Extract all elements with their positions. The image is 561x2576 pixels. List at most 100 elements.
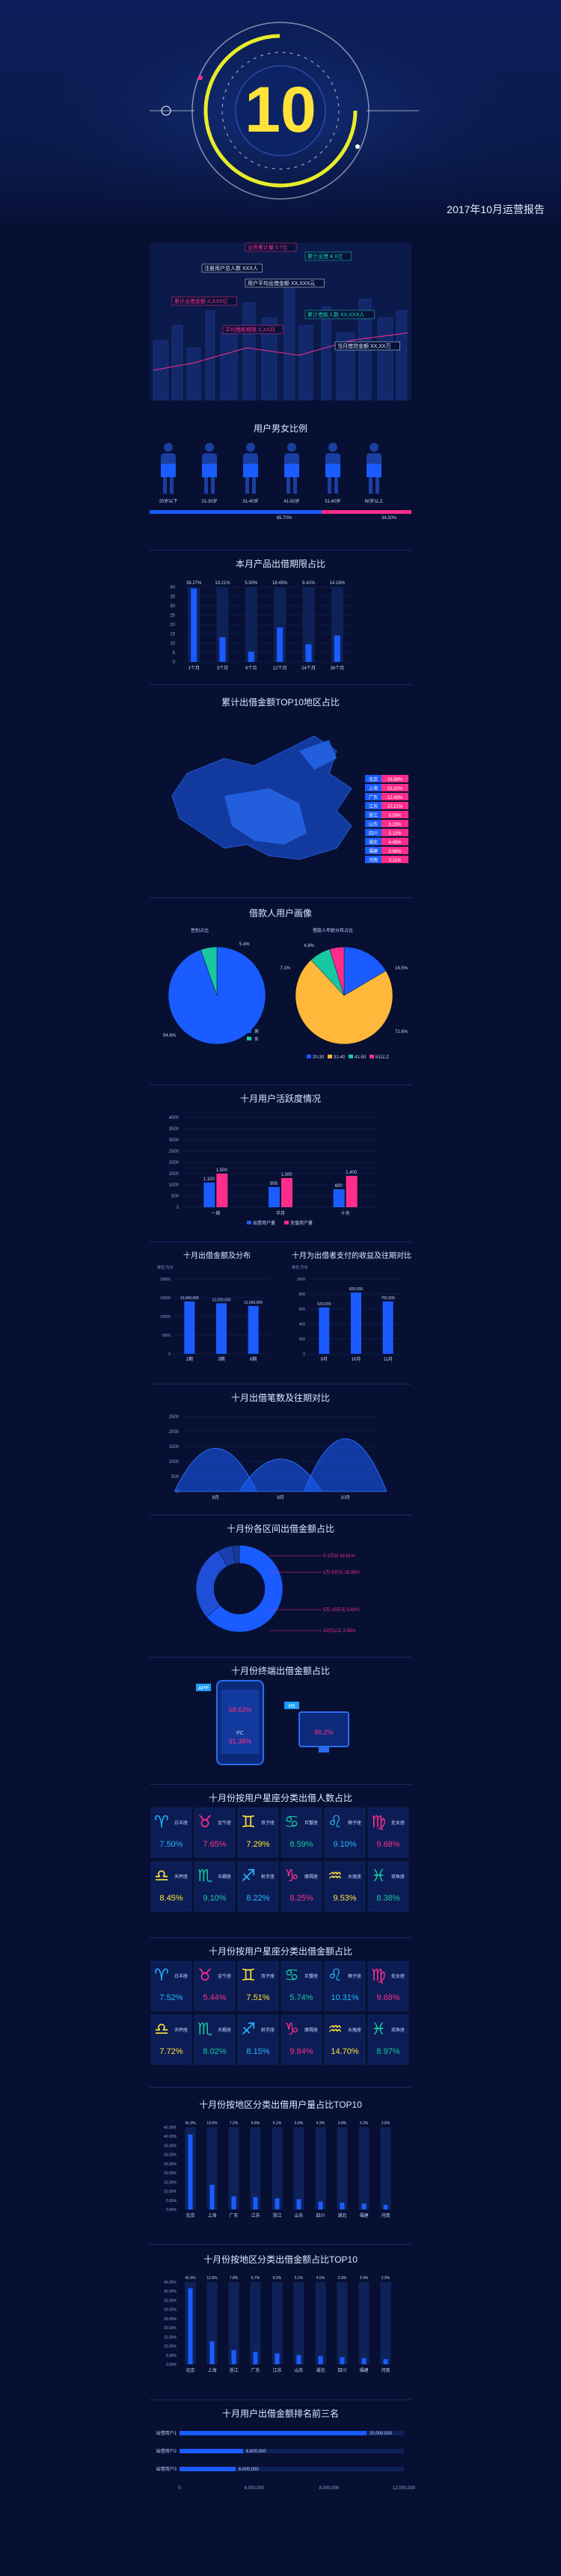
age-group-label: 31-40岁 xyxy=(242,498,258,504)
x-tick: 上海 xyxy=(207,2212,216,2218)
zodiac-pct: 9.10% xyxy=(333,1840,356,1849)
zodiac-amount-grid: ♈ 白羊座 7.52% ♉ 金牛座 5.44% ♊ 双子座 7.51% ♋ 巨蟹座 5.74% ♌ 狮子座… xyxy=(150,1960,409,2065)
y-tick: 0.00% xyxy=(166,2363,177,2367)
legend-swatch xyxy=(370,1055,374,1058)
bar-value: 900 xyxy=(270,1182,278,1186)
bar-value: 3.8% xyxy=(338,2121,347,2126)
region-name: 四川 xyxy=(369,831,378,836)
region-name: 上海 xyxy=(369,785,378,791)
bar xyxy=(305,644,312,662)
building xyxy=(298,325,313,401)
building xyxy=(321,306,331,401)
donut-label: 0-1万元 63.61% xyxy=(323,1554,355,1559)
zodiac-name: 天蝎座 xyxy=(218,1874,231,1880)
dual-bar-charts: 单位:万元0500010000150002000013,000,0001期12,… xyxy=(157,1265,404,1362)
bar-bg xyxy=(228,2127,239,2209)
zodiac-icon: ♒ xyxy=(328,1866,343,1885)
zodiac-card xyxy=(150,1861,192,1912)
bar xyxy=(361,2358,367,2364)
zodiac-pct: 7.65% xyxy=(203,1840,226,1849)
divider xyxy=(150,1937,411,1938)
building xyxy=(377,317,393,401)
zodiac-pct: 8.25% xyxy=(289,1894,313,1903)
bar xyxy=(180,2467,236,2471)
bar xyxy=(248,651,254,662)
region-name: 山东 xyxy=(369,821,378,827)
x-tick: 10月 xyxy=(340,1495,350,1500)
y-tick: 200 xyxy=(299,1337,306,1342)
bar xyxy=(188,2288,193,2364)
y-tick: 600 xyxy=(299,1307,306,1312)
bar xyxy=(203,1183,215,1207)
divider xyxy=(150,2087,411,2088)
zodiac-name: 射手座 xyxy=(261,2027,275,2033)
dual-bar-section: 十月出借金额及分布 十月为出借者支付的收益及往期对比 单位:万元 0 5000 100… xyxy=(0,1249,561,1373)
bar xyxy=(351,1292,361,1354)
x-tick: 12个月 xyxy=(273,666,287,671)
person-fill xyxy=(161,464,176,477)
zodiac-icon: ♋ xyxy=(284,1966,299,1984)
person-fill xyxy=(325,464,340,477)
person-fill xyxy=(202,464,217,477)
region-pct: 15.32% xyxy=(387,787,403,791)
y-tick: 5.00% xyxy=(166,2199,177,2204)
building xyxy=(283,287,295,401)
h5-tag xyxy=(284,1702,299,1709)
x-tick: 福建 xyxy=(359,2212,368,2218)
x-tick: 36个月 xyxy=(330,666,344,671)
legend-region xyxy=(365,856,381,863)
x-tick: 广东 xyxy=(229,2212,238,2218)
zodiac-name: 狮子座 xyxy=(348,1973,361,1979)
hero-banner: 10 2017年10月运营报告 xyxy=(0,0,561,224)
y-tick: 15.00% xyxy=(164,2180,177,2185)
region-pct: 5.12% xyxy=(388,832,402,836)
summary-label: 平均借款期限 X,XX月 xyxy=(225,326,275,333)
zodiac-card xyxy=(324,1861,366,1912)
zodiac-name: 白羊座 xyxy=(174,1820,188,1826)
pie-slice xyxy=(232,1545,240,1564)
y-tick: 3500 xyxy=(169,1127,180,1132)
y-tick: 0 xyxy=(168,1352,171,1357)
duration-title: 本月产品出借期限占比 xyxy=(235,559,325,569)
bar xyxy=(253,2352,258,2364)
zodiac-pct: 8.59% xyxy=(289,1840,313,1849)
highlight-regions xyxy=(224,788,307,844)
x-tick: 1期 xyxy=(186,1356,193,1362)
bar-value: 7.2% xyxy=(230,2121,239,2126)
person-head-icon xyxy=(370,443,378,452)
bar-value: 6,800,000 xyxy=(246,2450,266,2454)
person-leg xyxy=(286,477,290,494)
zodiac-icon: ♒ xyxy=(328,2020,343,2038)
zodiac-pct: 9.10% xyxy=(203,1894,226,1903)
y-tick: 20.00% xyxy=(164,2326,177,2331)
bar xyxy=(188,2134,193,2209)
bar xyxy=(231,2349,236,2364)
summary-label: 业务累计量 0.7亿 xyxy=(248,244,288,251)
count-section: 十月出借笔数及往期对比 0 500 1000 1500 2000 2500 8月 9月 10月 xyxy=(0,1391,561,1503)
bar-bg xyxy=(337,2127,348,2209)
divider xyxy=(150,2399,411,2400)
bar-bg xyxy=(180,2467,404,2471)
bar xyxy=(209,2341,215,2364)
bar-value: 1,400 xyxy=(346,1171,358,1175)
bar xyxy=(383,2204,388,2209)
y-tick: 1000 xyxy=(297,1278,305,1282)
legend-label: 51以上 xyxy=(375,1054,390,1060)
y-tick: 800 xyxy=(299,1292,306,1297)
legend-region xyxy=(365,820,381,827)
zodiac-pct: 7.51% xyxy=(246,1993,269,2002)
summary-label-box xyxy=(245,242,297,252)
bar-value: 1,500 xyxy=(216,1168,228,1173)
person-head-icon xyxy=(287,443,296,452)
x-tick: 福建 xyxy=(359,2367,368,2373)
activity-section: 十月用户活跃度情况 0 500 1000 1500 2000 2500 3000 3500 40… xyxy=(0,1092,561,1230)
bar-value: 2.9% xyxy=(381,2276,390,2281)
y-tick: 20000 xyxy=(160,1278,171,1282)
y-tick: 35.00% xyxy=(164,2144,177,2148)
zodiac-name: 金牛座 xyxy=(218,1973,231,1979)
x-tick: 北京 xyxy=(186,2367,194,2373)
amount-title: 十月出借金额及分布 xyxy=(183,1252,251,1260)
female-pct: 34.30% xyxy=(381,516,397,521)
y-tick: 2500 xyxy=(169,1150,180,1154)
person-leg xyxy=(163,477,167,494)
